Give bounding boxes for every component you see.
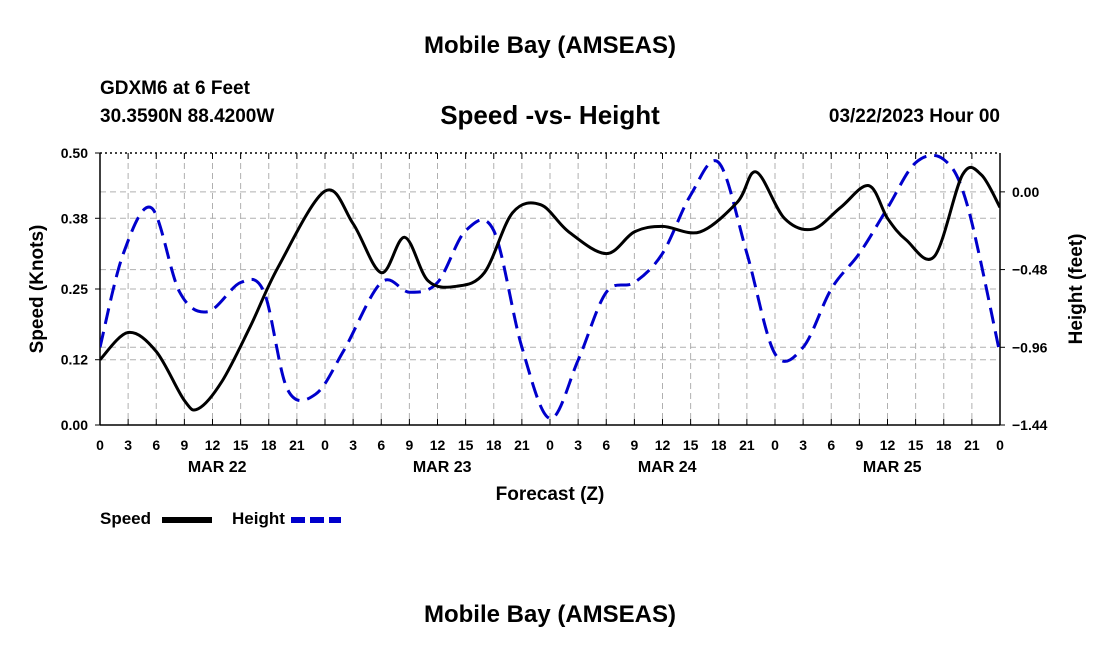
right-tick-label: −0.96	[1012, 339, 1048, 355]
height-series-line	[100, 153, 1000, 420]
x-tick-label: 15	[908, 437, 924, 453]
left-tick-label: 0.38	[61, 210, 88, 226]
x-tick-label: 9	[855, 437, 863, 453]
x-tick-label: 9	[405, 437, 413, 453]
x-tick-label: 15	[233, 437, 249, 453]
x-tick-label: 0	[996, 437, 1004, 453]
x-tick-label: 3	[124, 437, 132, 453]
x-tick-label: 18	[486, 437, 502, 453]
x-tick-label: 21	[289, 437, 305, 453]
day-label: MAR 23	[413, 459, 472, 476]
chart-title: Mobile Bay (AMSEAS)	[423, 32, 677, 59]
x-tick-label: 15	[683, 437, 699, 453]
x-tick-label: 0	[321, 437, 329, 453]
x-tick-label: 21	[964, 437, 980, 453]
x-tick-label: 12	[655, 437, 671, 453]
x-tick-label: 6	[827, 437, 835, 453]
x-tick-label: 6	[152, 437, 160, 453]
left-axis-label: Speed (Knots)	[27, 225, 48, 354]
day-label: MAR 24	[638, 459, 697, 476]
x-tick-label: 0	[546, 437, 554, 453]
footer-title: Mobile Bay (AMSEAS)	[423, 601, 677, 628]
x-tick-label: 15	[458, 437, 474, 453]
x-tick-label: 0	[96, 437, 104, 453]
x-axis-label: Forecast (Z)	[496, 484, 605, 505]
x-tick-label: 12	[205, 437, 221, 453]
legend-height-label: Height	[232, 509, 285, 528]
x-tick-label: 6	[377, 437, 385, 453]
x-tick-label: 3	[574, 437, 582, 453]
right-tick-label: 0.00	[1012, 184, 1039, 200]
x-tick-label: 3	[349, 437, 357, 453]
left-tick-label: 0.12	[61, 352, 88, 368]
legend-speed-label: Speed	[100, 509, 152, 528]
x-tick-label: 18	[261, 437, 277, 453]
x-tick-label: 18	[711, 437, 727, 453]
legend-height: Height	[232, 509, 285, 529]
x-tick-label: 12	[880, 437, 896, 453]
x-tick-label: 6	[602, 437, 610, 453]
x-tick-label: 9	[180, 437, 188, 453]
x-tick-label: 12	[430, 437, 446, 453]
station-coordinates: 30.3590N 88.4200W	[100, 106, 275, 127]
station-name: GDXM6 at 6 Feet	[100, 78, 250, 99]
day-label: MAR 25	[863, 459, 922, 476]
speed-series-line	[100, 165, 1000, 412]
left-tick-label: 0.25	[61, 281, 88, 297]
left-tick-label: 0.50	[61, 145, 88, 161]
right-axis-label: Height (feet)	[1066, 234, 1087, 345]
x-tick-label: 9	[630, 437, 638, 453]
chart-subtitle: Speed -vs- Height	[440, 100, 660, 130]
x-tick-label: 18	[936, 437, 952, 453]
right-tick-label: −1.44	[1012, 417, 1048, 433]
left-tick-label: 0.00	[61, 417, 88, 433]
x-tick-label: 3	[799, 437, 807, 453]
x-tick-label: 21	[514, 437, 530, 453]
forecast-datetime: 03/22/2023 Hour 00	[828, 106, 1000, 127]
day-label: MAR 22	[188, 459, 247, 476]
x-tick-label: 21	[739, 437, 755, 453]
legend-speed: Speed	[100, 509, 151, 529]
right-tick-label: −0.48	[1012, 262, 1048, 278]
x-tick-label: 0	[771, 437, 779, 453]
